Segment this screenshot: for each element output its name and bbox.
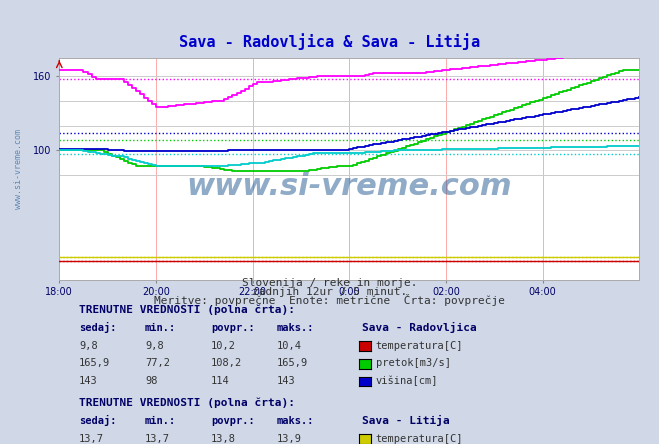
Text: sedaj:: sedaj: <box>79 415 117 426</box>
Text: maks.:: maks.: <box>277 416 314 426</box>
Text: Sava - Radovljica & Sava - Litija: Sava - Radovljica & Sava - Litija <box>179 33 480 50</box>
Text: 13,7: 13,7 <box>79 434 104 444</box>
Text: Sava - Litija: Sava - Litija <box>362 415 450 426</box>
Text: 10,4: 10,4 <box>277 341 302 351</box>
Text: 165,9: 165,9 <box>277 358 308 369</box>
Text: 77,2: 77,2 <box>145 358 170 369</box>
Text: 143: 143 <box>277 376 295 386</box>
Text: višina[cm]: višina[cm] <box>376 376 438 386</box>
Text: 9,8: 9,8 <box>145 341 163 351</box>
Text: 13,8: 13,8 <box>211 434 236 444</box>
Text: zadnjih 12ur / 5 minut.: zadnjih 12ur / 5 minut. <box>252 287 407 297</box>
Text: 13,9: 13,9 <box>277 434 302 444</box>
Text: povpr.:: povpr.: <box>211 416 254 426</box>
Text: 10,2: 10,2 <box>211 341 236 351</box>
Text: povpr.:: povpr.: <box>211 323 254 333</box>
Text: maks.:: maks.: <box>277 323 314 333</box>
Text: 165,9: 165,9 <box>79 358 110 369</box>
Text: 9,8: 9,8 <box>79 341 98 351</box>
Text: 143: 143 <box>79 376 98 386</box>
Text: min.:: min.: <box>145 323 176 333</box>
Text: Slovenija / reke in morje.: Slovenija / reke in morje. <box>242 278 417 289</box>
Text: www.si-vreme.com: www.si-vreme.com <box>186 172 512 201</box>
Text: TRENUTNE VREDNOSTI (polna črta):: TRENUTNE VREDNOSTI (polna črta): <box>79 398 295 408</box>
Text: TRENUTNE VREDNOSTI (polna črta):: TRENUTNE VREDNOSTI (polna črta): <box>79 305 295 315</box>
Text: www.si-vreme.com: www.si-vreme.com <box>14 129 23 209</box>
Text: min.:: min.: <box>145 416 176 426</box>
Text: Meritve: povprečne  Enote: metrične  Črta: povprečje: Meritve: povprečne Enote: metrične Črta:… <box>154 294 505 306</box>
Text: 98: 98 <box>145 376 158 386</box>
Text: pretok[m3/s]: pretok[m3/s] <box>376 358 451 369</box>
Text: 114: 114 <box>211 376 229 386</box>
Text: sedaj:: sedaj: <box>79 322 117 333</box>
Text: temperatura[C]: temperatura[C] <box>376 341 463 351</box>
Text: temperatura[C]: temperatura[C] <box>376 434 463 444</box>
Text: Sava - Radovljica: Sava - Radovljica <box>362 322 477 333</box>
Text: 108,2: 108,2 <box>211 358 242 369</box>
Text: 13,7: 13,7 <box>145 434 170 444</box>
